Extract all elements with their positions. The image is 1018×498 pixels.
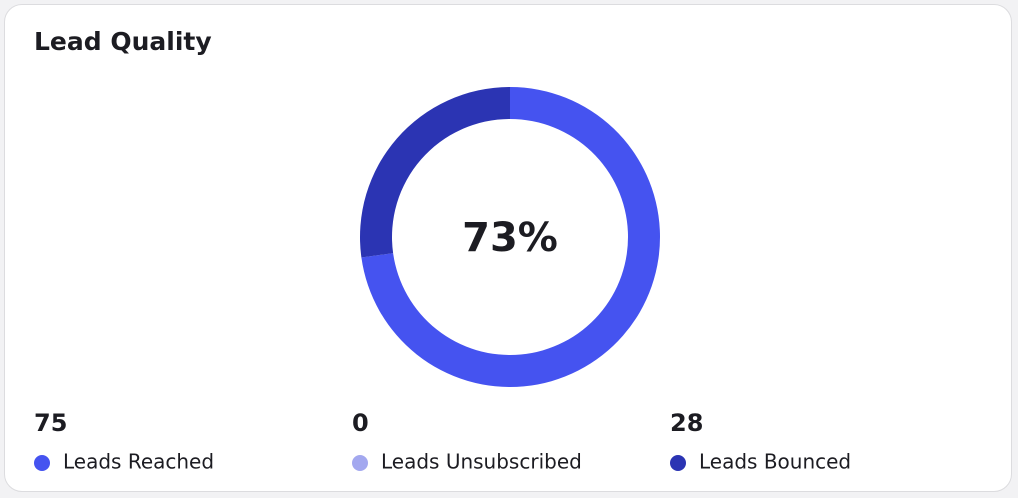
- legend-label: Leads Reached: [63, 450, 214, 474]
- stat-value: 0: [352, 409, 369, 437]
- donut-segment: [360, 87, 510, 258]
- legend-dot: [34, 455, 50, 471]
- stat-value: 28: [670, 409, 703, 437]
- legend-label: Leads Unsubscribed: [381, 450, 582, 474]
- legend-label: Leads Bounced: [699, 450, 851, 474]
- chart-title: Lead Quality: [34, 27, 212, 56]
- card: [4, 4, 1012, 492]
- stat-value: 75: [34, 409, 67, 437]
- center-label: 73%: [462, 215, 558, 261]
- legend-dot: [352, 455, 368, 471]
- legend-dot: [670, 455, 686, 471]
